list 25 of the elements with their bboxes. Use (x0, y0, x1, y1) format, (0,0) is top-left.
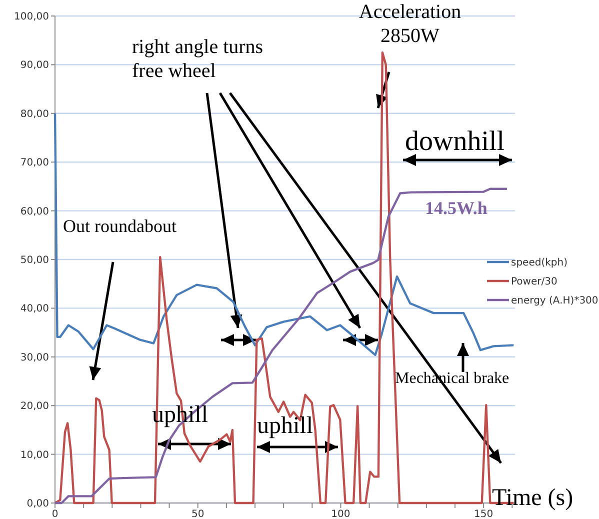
y-tick-label: 90,00 (20, 60, 49, 72)
y-tick-label: 10,00 (20, 450, 49, 461)
x-axis-title: Time (s) (492, 485, 574, 511)
annotation: downhill (405, 126, 505, 157)
y-tick-label: 80,00 (20, 108, 49, 120)
legend-label: Power/30 (511, 276, 558, 288)
y-tick-label: 100,00 (14, 12, 49, 22)
x-tick-label: 50 (191, 509, 204, 519)
y-tick-label: 50,00 (20, 255, 49, 266)
x-tick-label: 100 (331, 509, 350, 519)
annotation: Acceleration 2850W (358, 1, 462, 47)
y-tick-label: 40,00 (20, 304, 49, 315)
y-tick-label: 70,00 (20, 158, 49, 169)
y-tick-label: 20,00 (20, 401, 49, 412)
y-tick-label: 60,00 (20, 206, 49, 218)
legend-label: speed(kph) (511, 258, 568, 268)
x-tick-label: 0 (52, 509, 58, 519)
annotation: right angle turns free wheel (132, 36, 264, 82)
annotation: uphill (257, 413, 314, 439)
y-tick-label: 30,00 (20, 352, 49, 364)
legend-label: energy (A.H)*300 (511, 296, 598, 306)
annotation: Out roundabout (63, 216, 176, 236)
x-tick-label: 150 (474, 509, 494, 519)
y-tick-label: 0,00 (26, 498, 49, 510)
annotation: 14.5W.h (425, 198, 488, 218)
